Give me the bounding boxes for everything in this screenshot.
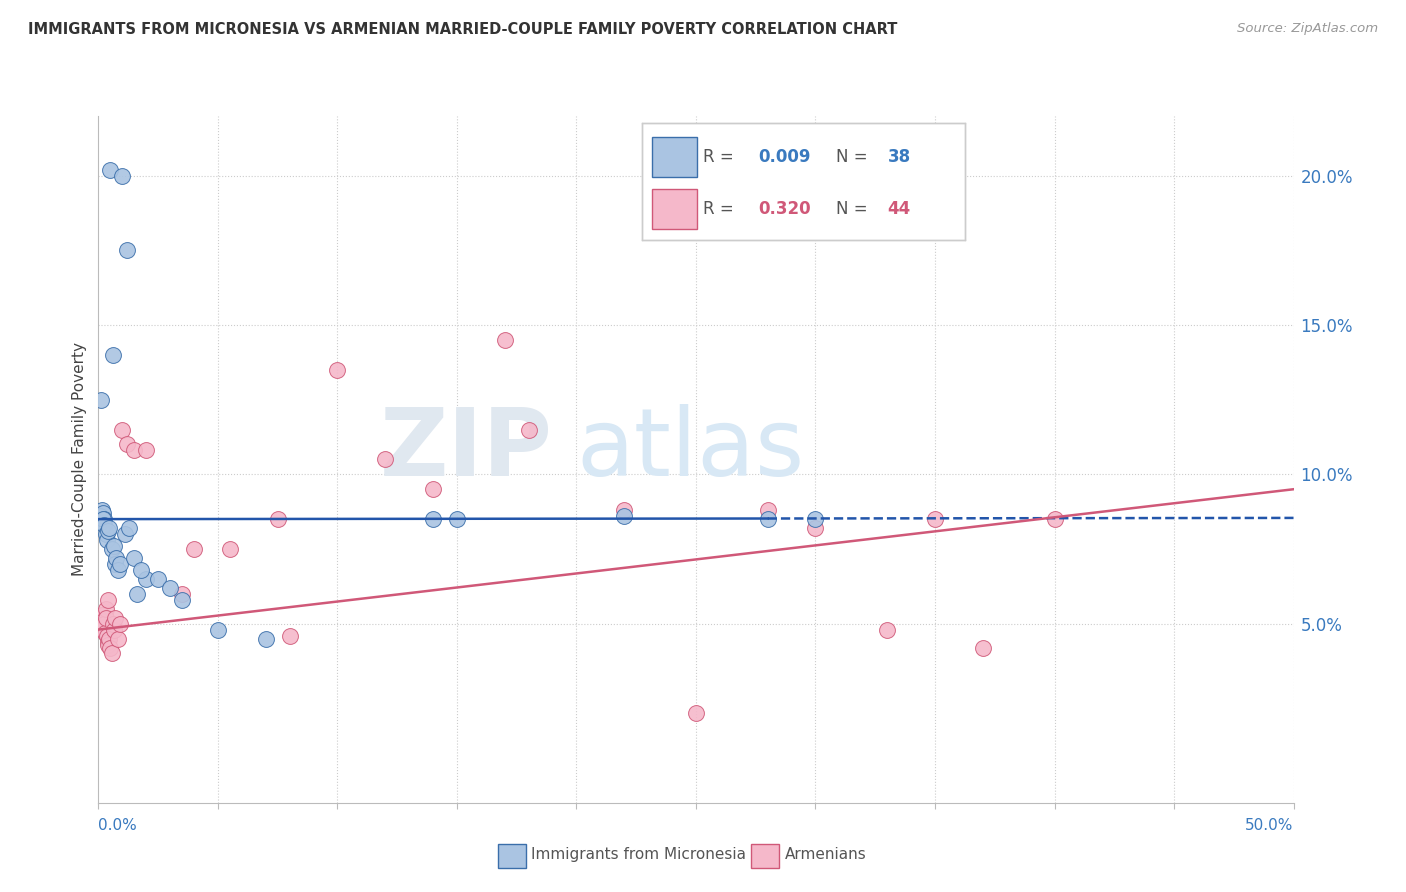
Point (91, 503, 114, 517)
Point (219, 541, 242, 556)
Point (108, 557, 131, 571)
Point (125, 587, 148, 601)
Point (93, 518, 115, 533)
Point (756, 512, 779, 526)
Point (90, 392, 112, 407)
Point (135, 572, 157, 586)
Point (94, 527, 117, 541)
Point (756, 503, 779, 517)
Text: ZIP: ZIP (380, 404, 553, 497)
Point (876, 623, 898, 637)
Point (103, 539, 125, 553)
Point (101, 348, 124, 362)
Text: atlas: atlas (576, 404, 804, 497)
Point (115, 244, 138, 258)
Point (93, 512, 115, 526)
Point (613, 509, 636, 524)
Point (91, 607, 114, 622)
Point (326, 363, 349, 377)
Point (94, 601, 117, 615)
Point (804, 521, 827, 535)
Text: 50.0%: 50.0% (1246, 818, 1294, 833)
Point (267, 512, 290, 526)
Text: Source: ZipAtlas.com: Source: ZipAtlas.com (1237, 22, 1378, 36)
Point (97, 592, 120, 607)
Point (98, 632, 121, 646)
Point (98, 521, 121, 535)
Point (107, 632, 129, 646)
Point (172, 592, 194, 607)
Text: 0.0%: 0.0% (98, 818, 138, 833)
Point (98, 162, 122, 177)
Point (91, 614, 114, 628)
Point (131, 563, 153, 577)
Point (104, 610, 127, 624)
Point (94, 625, 117, 640)
Point (101, 616, 124, 631)
Point (135, 443, 157, 458)
Point (90, 616, 112, 631)
Point (103, 623, 125, 637)
Point (105, 550, 128, 565)
Point (374, 452, 396, 467)
Point (278, 629, 301, 643)
Point (104, 557, 127, 571)
Point (89, 509, 111, 524)
Point (91, 623, 114, 637)
Point (804, 512, 827, 526)
Point (254, 632, 277, 646)
Point (89, 610, 111, 624)
Point (422, 512, 444, 526)
Point (94, 610, 117, 624)
Text: IMMIGRANTS FROM MICRONESIA VS ARMENIAN MARRIED-COUPLE FAMILY POVERTY CORRELATION: IMMIGRANTS FROM MICRONESIA VS ARMENIAN M… (28, 22, 897, 37)
Point (111, 423, 134, 437)
Point (93, 616, 115, 631)
Point (124, 550, 146, 565)
Point (91, 512, 114, 526)
Point (115, 437, 138, 451)
Point (111, 169, 134, 183)
Point (96, 533, 118, 547)
Text: Armenians: Armenians (785, 847, 866, 862)
Point (613, 503, 636, 517)
Point (972, 640, 994, 655)
Point (148, 572, 170, 586)
Point (494, 333, 516, 347)
Point (446, 512, 468, 526)
Point (114, 527, 136, 541)
Point (100, 647, 122, 661)
Y-axis label: Married-Couple Family Poverty: Married-Couple Family Poverty (72, 343, 87, 576)
Point (90, 515, 112, 529)
Point (108, 616, 131, 631)
Point (98, 640, 122, 655)
Point (118, 521, 141, 535)
Point (172, 587, 194, 601)
Point (159, 581, 181, 595)
Text: Immigrants from Micronesia: Immigrants from Micronesia (531, 847, 747, 862)
Point (685, 706, 707, 721)
Point (207, 623, 229, 637)
Point (517, 423, 540, 437)
Point (124, 443, 146, 458)
Point (96, 634, 118, 648)
Point (93, 619, 115, 633)
Point (97, 638, 120, 652)
Point (924, 512, 946, 526)
Point (1043, 512, 1066, 526)
Point (107, 563, 129, 577)
Point (183, 541, 205, 556)
Point (100, 541, 122, 556)
Point (97, 524, 120, 538)
Point (91, 506, 114, 520)
Point (422, 482, 444, 496)
Point (96, 629, 118, 643)
